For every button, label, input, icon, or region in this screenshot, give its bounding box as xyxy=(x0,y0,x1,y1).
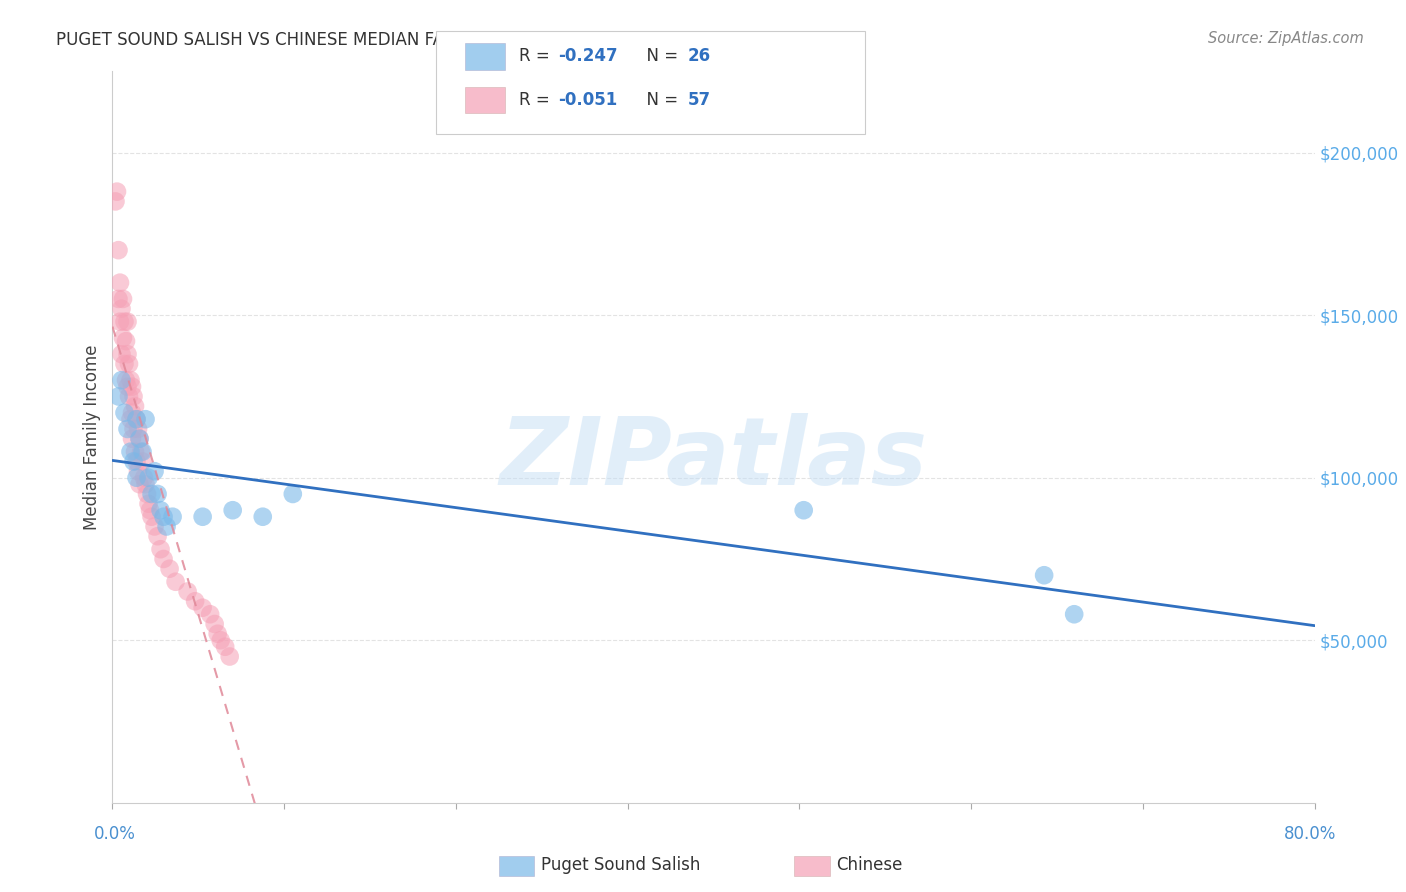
Point xyxy=(165,574,187,589)
Point xyxy=(118,357,141,371)
Point xyxy=(139,503,162,517)
Text: 80.0%: 80.0% xyxy=(1284,825,1337,843)
Y-axis label: Median Family Income: Median Family Income xyxy=(83,344,101,530)
Point xyxy=(198,607,221,622)
Point xyxy=(793,503,815,517)
Point xyxy=(1063,607,1085,622)
Point xyxy=(125,471,148,485)
Point xyxy=(107,243,129,257)
Point xyxy=(128,477,150,491)
Point xyxy=(162,509,184,524)
Point xyxy=(138,471,160,485)
Point xyxy=(214,640,236,654)
Text: ZIPatlas: ZIPatlas xyxy=(499,413,928,505)
Point xyxy=(176,584,198,599)
Point xyxy=(125,412,148,426)
Text: 57: 57 xyxy=(688,91,710,109)
Text: Source: ZipAtlas.com: Source: ZipAtlas.com xyxy=(1208,31,1364,46)
Point xyxy=(117,422,139,436)
Point xyxy=(135,477,157,491)
Point xyxy=(141,509,163,524)
Point xyxy=(159,562,181,576)
Point xyxy=(131,444,153,458)
Point xyxy=(149,503,172,517)
Point xyxy=(117,347,139,361)
Point xyxy=(155,519,177,533)
Text: 0.0%: 0.0% xyxy=(94,825,136,843)
Text: R =: R = xyxy=(519,47,555,65)
Point xyxy=(152,509,174,524)
Point xyxy=(184,594,207,608)
Point xyxy=(191,509,214,524)
Point xyxy=(107,292,129,306)
Point xyxy=(108,276,131,290)
Point xyxy=(209,633,232,648)
Point xyxy=(122,454,145,468)
Point xyxy=(114,315,136,329)
Point xyxy=(120,412,142,426)
Point xyxy=(218,649,240,664)
Point xyxy=(124,444,146,458)
Point xyxy=(135,412,157,426)
Text: R =: R = xyxy=(519,91,555,109)
Point xyxy=(120,444,142,458)
Point xyxy=(118,389,141,403)
Point xyxy=(107,389,129,403)
Point xyxy=(127,422,149,436)
Text: N =: N = xyxy=(636,91,683,109)
Point xyxy=(146,529,169,543)
Point xyxy=(281,487,304,501)
Point xyxy=(207,626,229,640)
Point xyxy=(143,519,166,533)
Point xyxy=(104,194,127,209)
Point xyxy=(252,509,274,524)
Point xyxy=(114,357,136,371)
Text: Chinese: Chinese xyxy=(837,856,903,874)
Point xyxy=(120,373,142,387)
Point xyxy=(110,347,132,361)
Point xyxy=(110,373,132,387)
Point xyxy=(128,432,150,446)
Point xyxy=(121,432,143,446)
Point xyxy=(191,600,214,615)
Point xyxy=(152,552,174,566)
Point xyxy=(136,487,159,501)
Point xyxy=(121,406,143,420)
Point xyxy=(143,464,166,478)
Point xyxy=(204,617,226,632)
Text: 26: 26 xyxy=(688,47,710,65)
Point xyxy=(127,464,149,478)
Point xyxy=(110,301,132,316)
Point xyxy=(125,454,148,468)
Point xyxy=(115,334,138,348)
Point xyxy=(114,406,136,420)
Point xyxy=(141,487,163,501)
Point xyxy=(146,487,169,501)
Point xyxy=(117,315,139,329)
Point xyxy=(111,331,134,345)
Point xyxy=(115,373,138,387)
Point xyxy=(149,542,172,557)
Point xyxy=(129,444,152,458)
Point xyxy=(132,471,155,485)
Point xyxy=(122,389,145,403)
Point xyxy=(138,497,160,511)
Text: Puget Sound Salish: Puget Sound Salish xyxy=(541,856,700,874)
Point xyxy=(131,454,153,468)
Point xyxy=(108,315,131,329)
Point xyxy=(121,380,143,394)
Point xyxy=(1033,568,1056,582)
Point xyxy=(125,412,148,426)
Point xyxy=(128,432,150,446)
Point xyxy=(124,399,146,413)
Point xyxy=(222,503,245,517)
Text: PUGET SOUND SALISH VS CHINESE MEDIAN FAMILY INCOME CORRELATION CHART: PUGET SOUND SALISH VS CHINESE MEDIAN FAM… xyxy=(56,31,738,49)
Text: -0.247: -0.247 xyxy=(558,47,617,65)
Point xyxy=(117,380,139,394)
Point xyxy=(111,292,134,306)
Text: -0.051: -0.051 xyxy=(558,91,617,109)
Text: N =: N = xyxy=(636,47,683,65)
Point xyxy=(105,185,128,199)
Point xyxy=(122,422,145,436)
